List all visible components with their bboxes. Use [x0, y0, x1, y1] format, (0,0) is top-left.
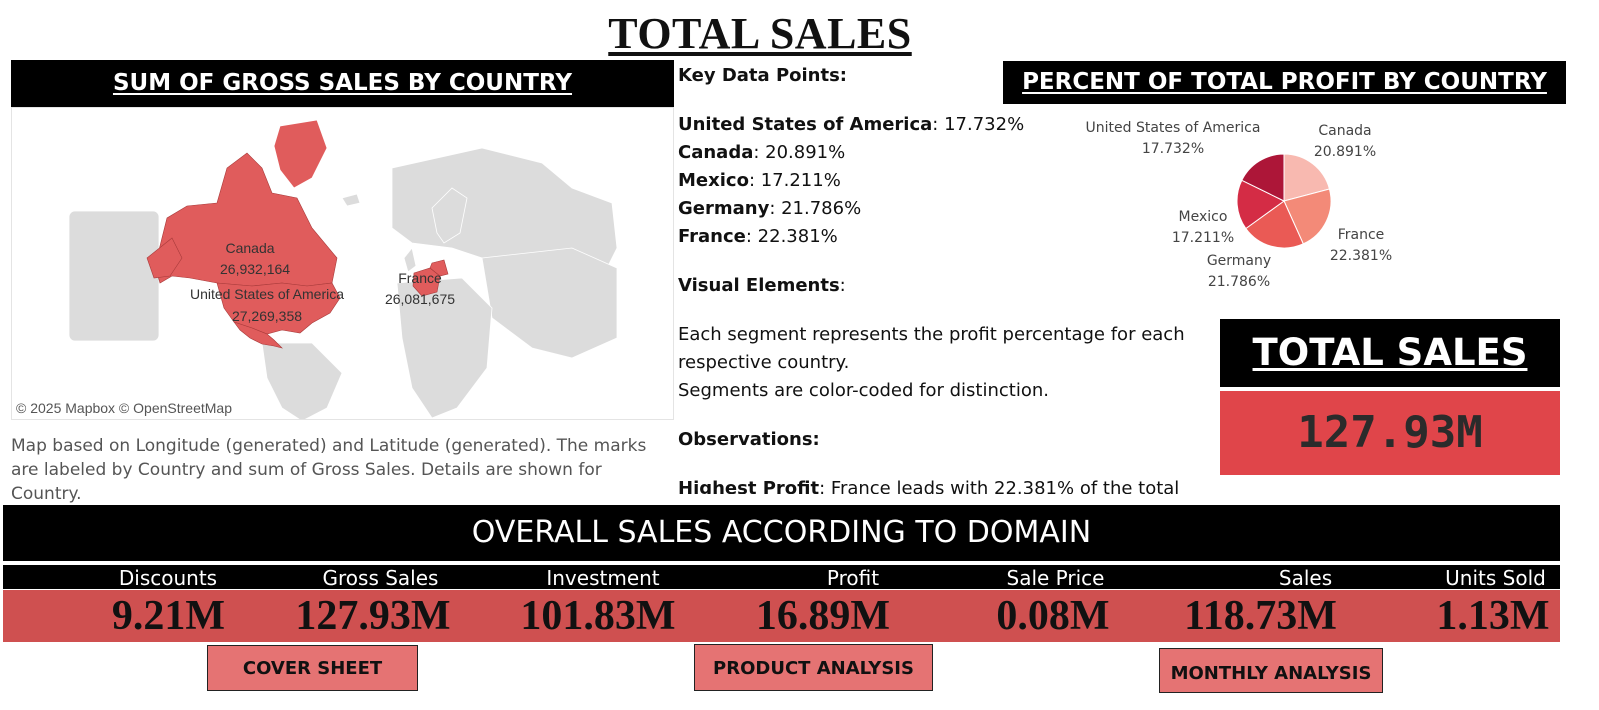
map-label-canada-value: 26,932,164	[220, 261, 291, 277]
pie-label-canada-name: Canada	[1318, 123, 1372, 139]
key-data-country: Mexico	[678, 170, 749, 191]
metric-label-sales: Sales	[1278, 566, 1333, 590]
key-data-row: France: 22.381%	[678, 223, 1208, 251]
profit-pie-chart[interactable]: United States of America 17.732% Canada …	[1003, 108, 1566, 313]
pie-label-mexico-name: Mexico	[1178, 209, 1228, 225]
metric-label-units-sold: Units Sold	[1445, 566, 1546, 590]
map-land-asia-south	[481, 247, 618, 359]
gross-sales-map[interactable]: Canada 26,932,164 United States of Ameri…	[11, 107, 674, 420]
pie-slice-canada[interactable]	[1283, 153, 1331, 202]
metric-value-units-sold: 1.13M	[1436, 593, 1550, 639]
pie-label-france-value: 22.381%	[1329, 248, 1393, 264]
pie-label-france-name: France	[1337, 227, 1385, 243]
map-country-mexico[interactable]	[233, 321, 283, 349]
map-background-land	[68, 119, 618, 419]
visual-elements-colon: :	[839, 275, 846, 296]
visual-elements-line-2: Segments are color-coded for distinction…	[678, 380, 1049, 401]
key-data-value: : 20.891%	[753, 142, 846, 163]
key-data-row: Mexico: 17.211%	[678, 167, 1208, 195]
pie-label-germany-name: Germany	[1206, 253, 1272, 269]
map-land-iceland	[341, 193, 361, 207]
metric-label-profit: Profit	[826, 566, 880, 590]
key-data-heading: Key Data Points:	[678, 65, 848, 86]
map-section-header: SUM OF GROSS SALES BY COUNTRY	[11, 60, 674, 107]
metric-value-sale-price: 0.08M	[996, 593, 1110, 639]
pie-label-usa-name: United States of America	[1085, 120, 1261, 136]
map-country-alaska[interactable]	[146, 237, 183, 279]
key-data-panel: Key Data Points: United States of Americ…	[678, 62, 1208, 494]
metric-value-sales: 118.73M	[1184, 593, 1337, 639]
key-data-value: : 17.211%	[748, 170, 841, 191]
pie-slice-mexico[interactable]	[1236, 179, 1285, 230]
map-land-south-america	[261, 342, 343, 419]
domain-metric-labels: Discounts Gross Sales Investment Profit …	[3, 565, 1560, 590]
key-data-value: : 21.786%	[769, 198, 862, 219]
pie-label-germany-value: 21.786%	[1207, 274, 1271, 290]
key-data-country: France	[678, 226, 746, 247]
pie-label-mexico-value: 17.211%	[1171, 230, 1235, 246]
pie-label-canada: Canada 20.891%	[1305, 121, 1385, 163]
monthly-analysis-button[interactable]: MONTHLY ANALYSIS	[1159, 648, 1383, 693]
metric-value-gross-sales: 127.93M	[295, 593, 451, 639]
pie-label-usa: United States of America 17.732%	[1083, 118, 1263, 160]
key-data-value: : 17.732%	[932, 114, 1025, 135]
map-label-canada: Canada 26,932,164	[220, 238, 291, 280]
key-data-country: Germany	[678, 198, 770, 219]
map-caption: Map based on Longitude (generated) and L…	[11, 436, 647, 504]
world-map-canvas	[68, 119, 618, 419]
pie-section-header: PERCENT OF TOTAL PROFIT BY COUNTRY	[1003, 61, 1566, 104]
visual-elements-line-1: Each segment represents the profit perce…	[678, 324, 1185, 373]
domain-metric-values: 9.21M 127.93M 101.83M 16.89M 0.08M 118.7…	[3, 590, 1560, 642]
cover-sheet-button[interactable]: COVER SHEET	[207, 645, 418, 691]
pie-label-mexico: Mexico 17.211%	[1163, 207, 1243, 249]
highest-profit-label: Highest Profit	[678, 478, 820, 494]
pie-label-canada-value: 20.891%	[1313, 144, 1377, 160]
metric-value-investment: 101.83M	[520, 593, 676, 639]
pie-label-usa-value: 17.732%	[1141, 141, 1205, 157]
map-label-france: France 26,081,675	[375, 268, 465, 310]
map-country-germany[interactable]	[429, 259, 449, 277]
pie-slice-france[interactable]	[1283, 188, 1332, 245]
map-land-uk	[403, 247, 417, 273]
metric-label-gross-sales: Gross Sales	[322, 566, 439, 590]
key-data-row: United States of America: 17.732%	[678, 111, 1208, 139]
map-label-canada-name: Canada	[225, 240, 275, 256]
key-data-value: : 22.381%	[745, 226, 838, 247]
pie-chart-svg	[1236, 153, 1332, 249]
map-land-pacific-west	[68, 210, 160, 342]
pie-label-france: France 22.381%	[1321, 225, 1401, 267]
key-data-country: United States of America	[678, 114, 933, 135]
metric-label-discounts: Discounts	[118, 566, 218, 590]
map-attribution[interactable]: © 2025 Mapbox © OpenStreetMap	[16, 400, 232, 416]
domain-section-header: OVERALL SALES ACCORDING TO DOMAIN	[3, 505, 1560, 561]
observations-heading: Observations:	[678, 429, 820, 450]
key-data-row: Germany: 21.786%	[678, 195, 1208, 223]
highest-profit-text: : France leads with 22.381% of the total…	[819, 478, 1180, 494]
map-label-france-name: France	[398, 270, 442, 286]
map-label-france-value: 26,081,675	[384, 291, 456, 307]
map-label-usa-value: 27,269,358	[231, 308, 303, 324]
total-sales-kpi-label: TOTAL SALES	[1220, 319, 1560, 387]
key-data-country: Canada	[678, 142, 754, 163]
pie-slice-germany[interactable]	[1245, 200, 1304, 249]
metric-label-sale-price: Sale Price	[1006, 566, 1105, 590]
map-land-greenland	[273, 119, 328, 189]
map-label-usa: United States of America 27,269,358	[177, 283, 357, 327]
key-data-row: Canada: 20.891%	[678, 139, 1208, 167]
metric-value-discounts: 9.21M	[111, 593, 226, 639]
map-label-usa-name: United States of America	[189, 286, 345, 302]
page-title: TOTAL SALES	[608, 9, 912, 58]
pie-slice-united-states-of-america[interactable]	[1241, 153, 1285, 202]
map-land-scandinavia	[431, 187, 468, 244]
map-land-africa	[396, 277, 493, 419]
pie-label-germany: Germany 21.786%	[1199, 251, 1279, 293]
metric-label-investment: Investment	[546, 566, 660, 590]
map-country-canada[interactable]	[154, 152, 338, 287]
total-sales-kpi-value: 127.93M	[1220, 391, 1560, 475]
metric-value-profit: 16.89M	[755, 593, 891, 639]
product-analysis-button[interactable]: PRODUCT ANALYSIS	[694, 644, 933, 691]
visual-elements-heading: Visual Elements	[678, 275, 840, 296]
